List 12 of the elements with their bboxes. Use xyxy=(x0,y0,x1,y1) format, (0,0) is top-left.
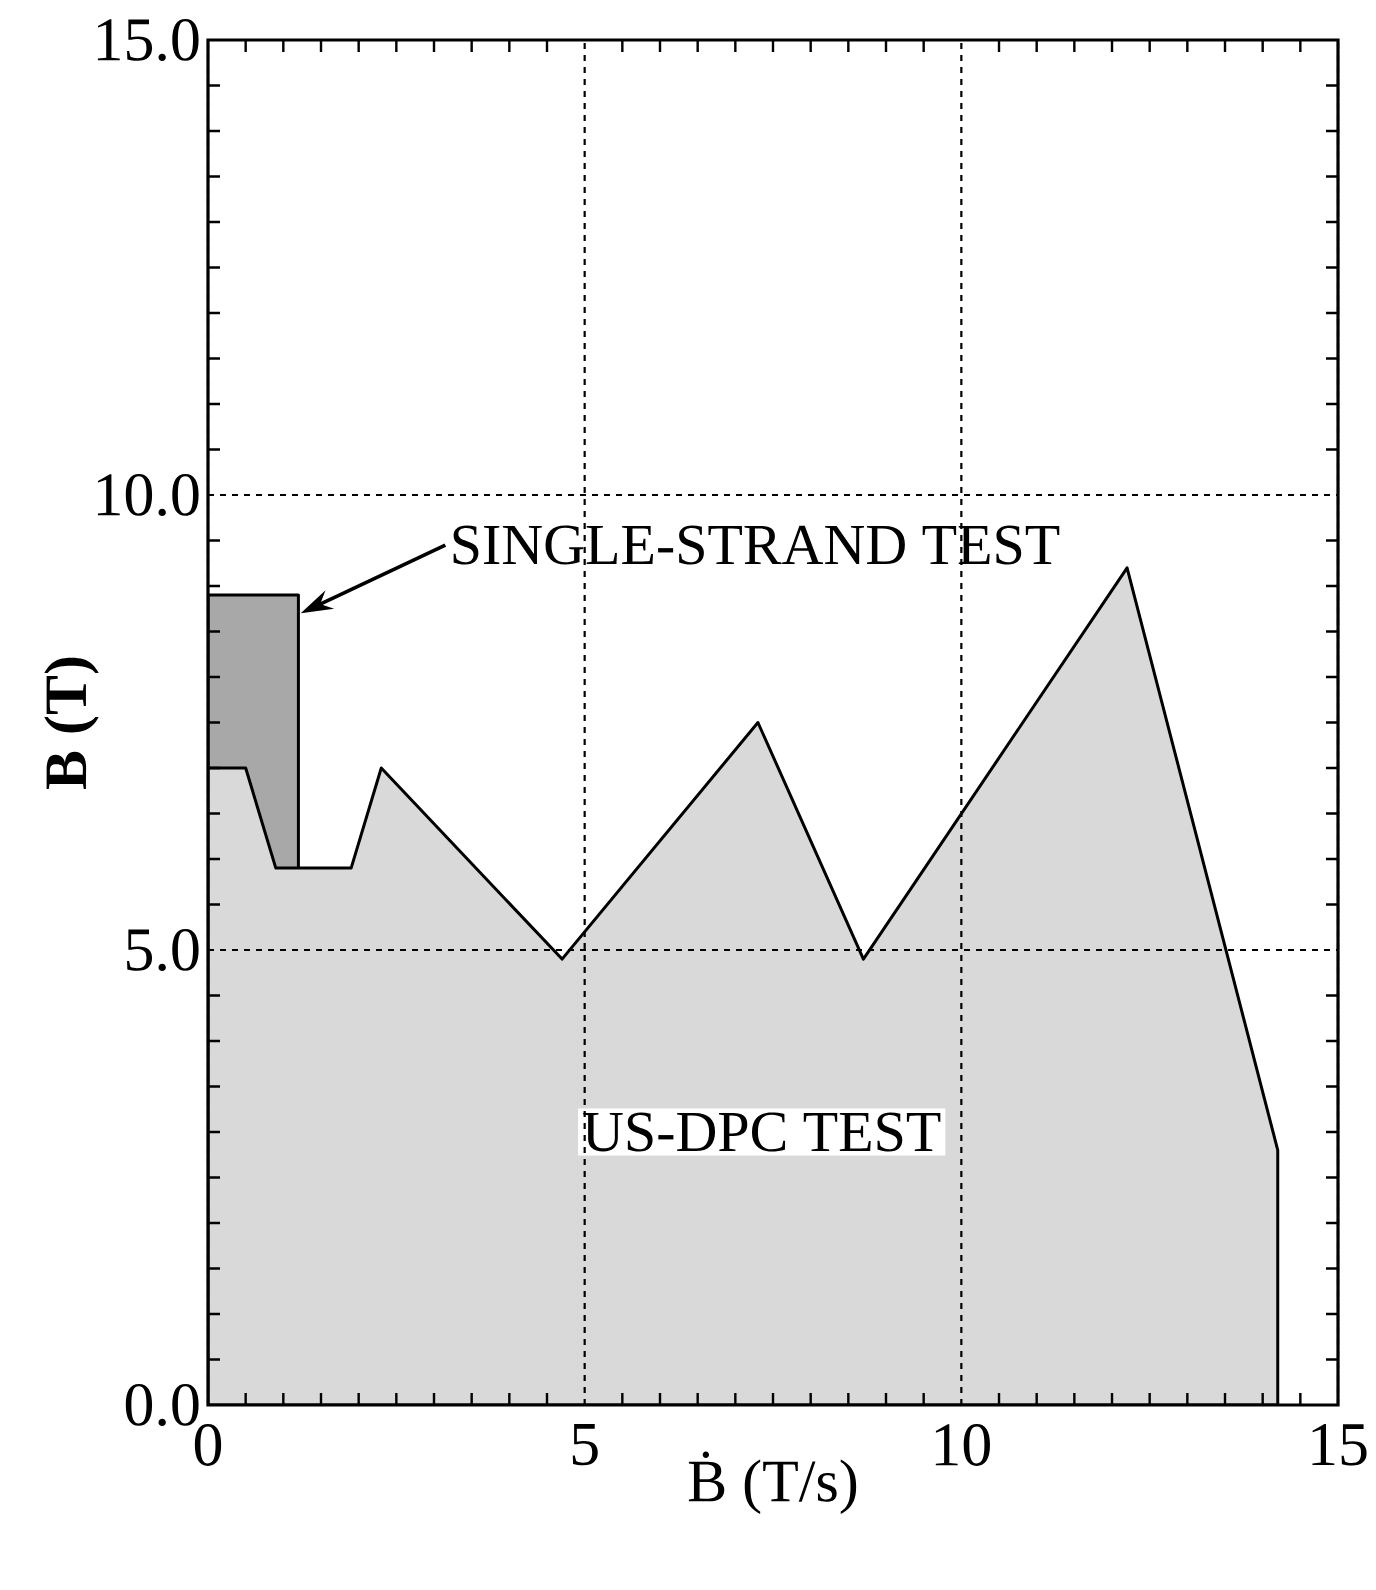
y-tick-label: 5.0 xyxy=(127,928,199,972)
x-tick-label: 10 xyxy=(935,1424,991,1466)
annotation: SINGLE-STRAND TEST xyxy=(453,525,1060,565)
x-tick-label: 0 xyxy=(195,1424,222,1466)
x-tick-label: 5 xyxy=(572,1424,598,1466)
y-tick-label: 15.0 xyxy=(98,18,199,62)
annotation: US-DPC TEST xyxy=(583,1112,941,1152)
y-tick-label: 10.0 xyxy=(98,473,199,517)
x-tick-label: 15 xyxy=(1312,1424,1367,1466)
x-axis-title: Ḃ (T/s) xyxy=(689,1451,857,1514)
y-axis-title: B (T) xyxy=(44,657,99,789)
y-tick-label: 0.0 xyxy=(125,1383,199,1427)
